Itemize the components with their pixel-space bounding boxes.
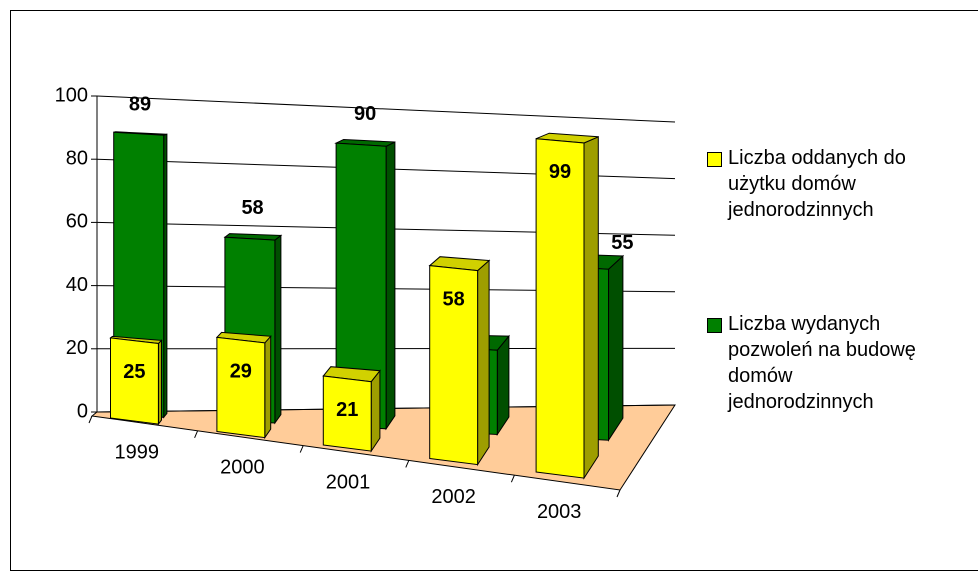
bar <box>429 265 479 466</box>
bar <box>216 336 266 439</box>
y-tick-label: 0 <box>77 400 88 422</box>
x-tick <box>510 475 515 483</box>
value-label: 58 <box>443 288 465 310</box>
x-tick-label: 2002 <box>431 486 476 508</box>
legend-label: Liczba wydanych pozwoleń na budowę domów… <box>728 313 916 413</box>
value-label: 99 <box>549 161 571 183</box>
x-tick-label: 1999 <box>115 442 160 464</box>
bar-side <box>583 136 599 480</box>
bar-side <box>477 259 490 467</box>
chart-border <box>10 10 978 571</box>
x-tick <box>616 489 621 498</box>
legend-label: Liczba oddanych do użytku domów jednorod… <box>728 147 906 221</box>
y-tick-label: 100 <box>55 84 88 106</box>
bar-side <box>264 334 272 440</box>
legend-item: Liczba oddanych do użytku domów jednorod… <box>707 145 969 223</box>
value-label: 90 <box>354 103 376 125</box>
value-label: 89 <box>129 94 151 116</box>
bar-side <box>385 141 396 431</box>
bar <box>110 337 159 425</box>
value-label: 55 <box>611 232 633 254</box>
x-tick-label: 2003 <box>537 501 582 523</box>
y-tick-label: 60 <box>66 211 88 233</box>
y-tick-label: 20 <box>66 337 88 359</box>
x-tick-label: 2000 <box>220 456 265 478</box>
legend-swatch <box>707 318 722 333</box>
value-label: 25 <box>123 361 145 383</box>
value-label: 29 <box>230 360 252 382</box>
x-tick-label: 2001 <box>326 471 371 493</box>
legend-item: Liczba wydanych pozwoleń na budowę domów… <box>707 311 969 415</box>
grid-line <box>96 95 676 123</box>
bar-side <box>496 334 510 437</box>
y-tick-label: 80 <box>66 147 88 169</box>
bar-side <box>608 254 624 442</box>
x-tick <box>88 415 93 424</box>
x-tick <box>405 460 410 468</box>
x-tick <box>299 445 304 453</box>
bar-side <box>370 369 381 453</box>
bar <box>535 138 585 479</box>
legend-swatch <box>707 152 722 167</box>
value-label: 21 <box>336 399 358 421</box>
y-tick-label: 40 <box>66 274 88 296</box>
value-label: 58 <box>241 197 263 219</box>
bar-side <box>274 234 282 425</box>
bar <box>322 375 372 452</box>
x-tick <box>194 430 199 438</box>
